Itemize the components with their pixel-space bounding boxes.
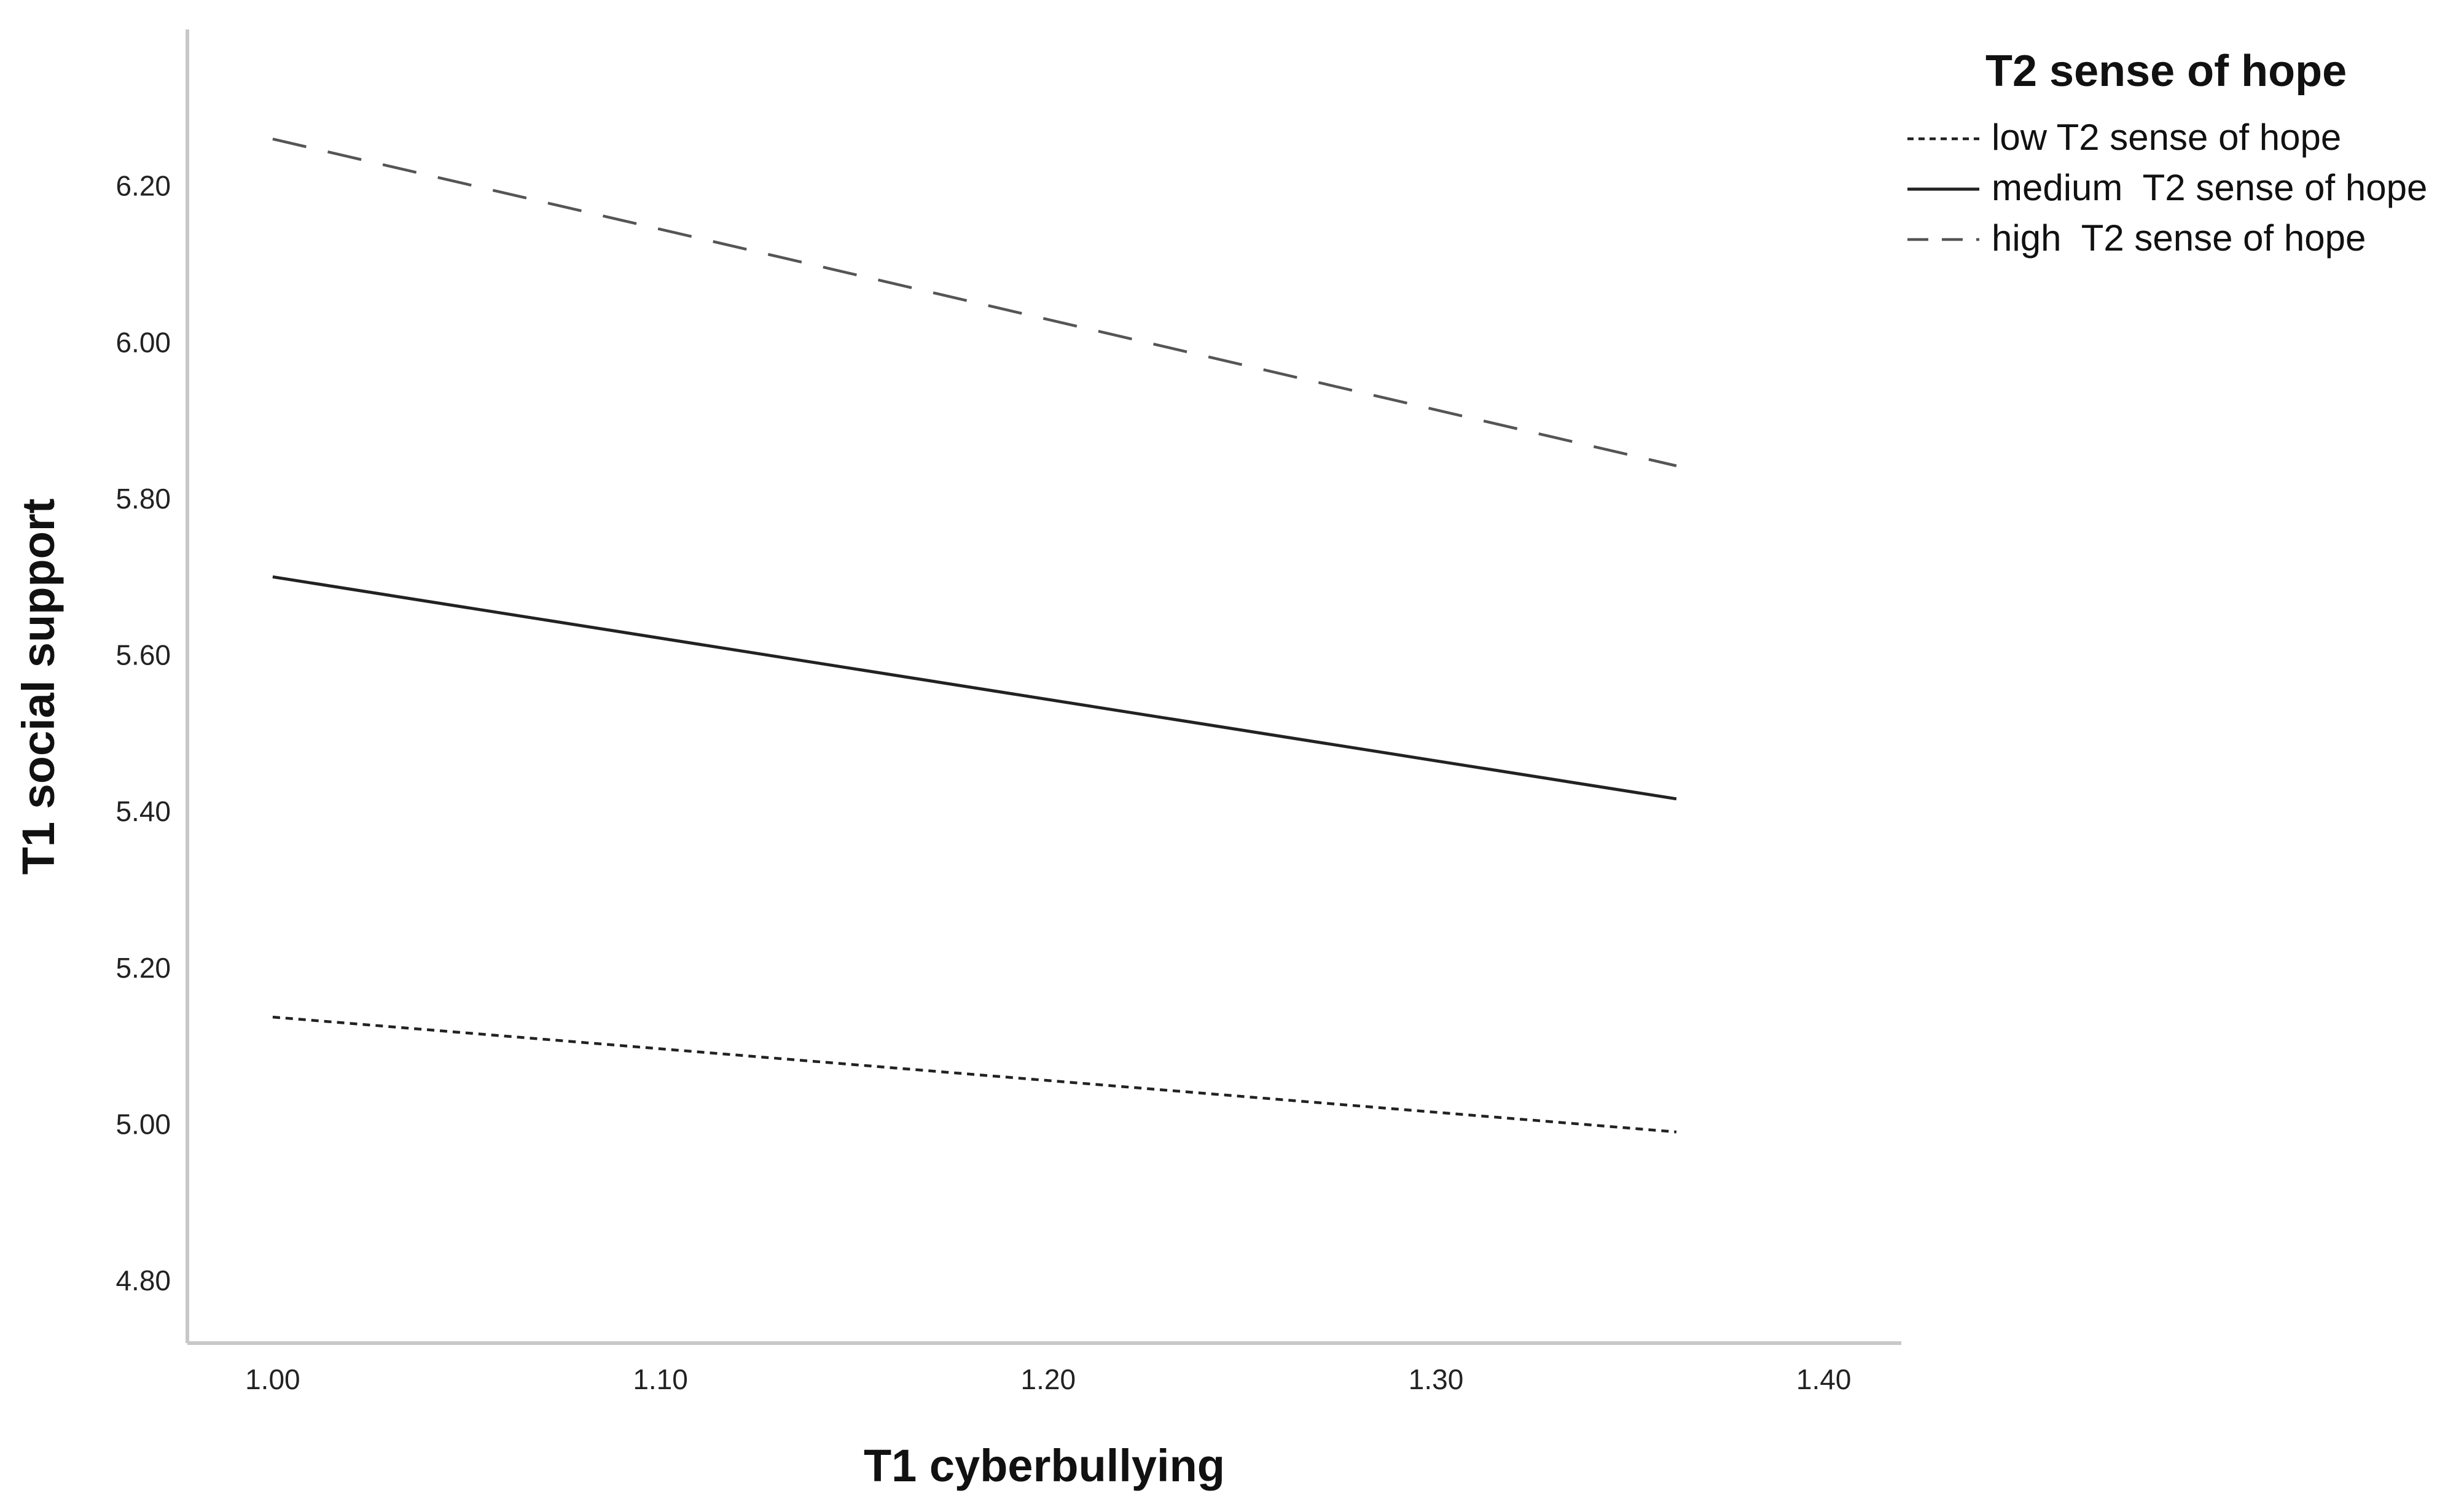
x-tick-label: 1.30 (1409, 1363, 1464, 1395)
x-tick-label: 1.00 (245, 1363, 300, 1395)
y-tick-labels: 4.80 5.00 5.20 5.40 5.60 5.80 6.00 6.20 (115, 170, 171, 1296)
legend-label: medium T2 sense of hope (1992, 167, 2427, 208)
legend-items: low T2 sense of hope medium T2 sense of h… (1907, 117, 2427, 259)
y-tick-label: 5.20 (115, 952, 171, 984)
x-tick-labels: 1.00 1.10 1.20 1.30 1.40 (245, 1363, 1851, 1395)
y-tick-label: 6.20 (115, 170, 171, 202)
series-lines (272, 138, 1677, 1134)
series-line-dotted (272, 1015, 1677, 1134)
y-tick-label: 5.80 (115, 483, 171, 515)
y-tick-label: 5.60 (115, 639, 171, 671)
y-tick-label: 5.40 (115, 795, 171, 827)
y-tick-label: 6.00 (115, 326, 171, 358)
y-tick-label: 4.80 (115, 1264, 171, 1296)
x-tick-label: 1.40 (1796, 1363, 1852, 1395)
y-tick-label: 5.00 (115, 1109, 171, 1140)
legend-label: high T2 sense of hope (1992, 217, 2366, 259)
legend-label: low T2 sense of hope (1992, 117, 2341, 158)
y-axis-title: T1 social support (13, 499, 64, 875)
x-axis-title: T1 cyberbullying (864, 1440, 1225, 1491)
series-line-dashed (272, 138, 1677, 467)
axes (186, 29, 1901, 1345)
series-line-solid (272, 575, 1677, 801)
legend-title: T2 sense of hope (1985, 47, 2347, 96)
x-tick-label: 1.10 (633, 1363, 688, 1395)
legend: T2 sense of hope low T2 sense of hope med… (1907, 47, 2427, 259)
x-tick-label: 1.20 (1021, 1363, 1076, 1395)
